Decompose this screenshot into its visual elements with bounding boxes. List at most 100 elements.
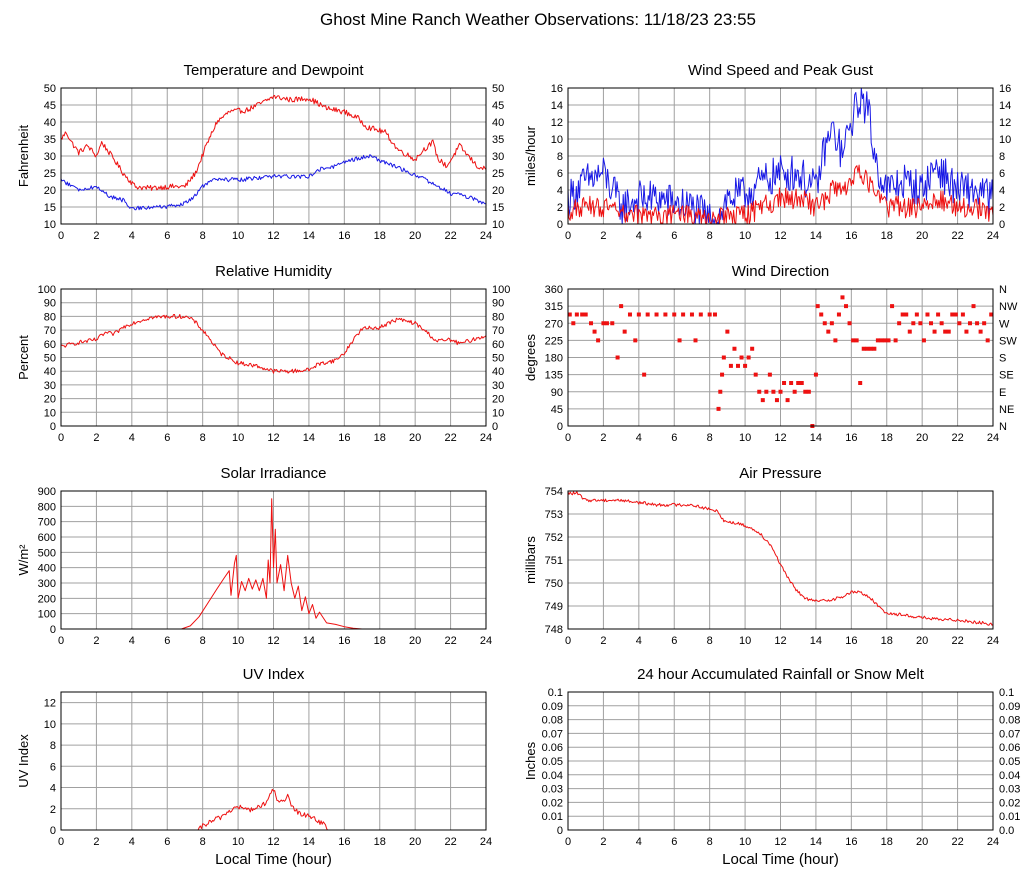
data-point <box>826 329 831 334</box>
y-right-tick-label: 0.0 <box>999 825 1014 837</box>
y-tick-label: 0 <box>50 624 56 636</box>
y-tick-label: 50 <box>44 353 56 365</box>
data-point <box>847 321 852 326</box>
y-tick-label: 0.08 <box>542 715 563 727</box>
x-tick-label: 14 <box>303 432 315 444</box>
x-tick-label: 8 <box>200 432 206 444</box>
x-tick-label: 24 <box>480 432 492 444</box>
data-point <box>868 346 873 351</box>
y-tick-label: 270 <box>545 318 563 330</box>
x-tick-label: 22 <box>444 230 456 242</box>
y-tick-label: 6 <box>557 168 563 180</box>
y-right-tick-label: 12 <box>999 117 1011 129</box>
y-tick-label: 8 <box>557 151 563 163</box>
data-point <box>583 312 588 317</box>
y-tick-label: 6 <box>50 761 56 773</box>
data-point <box>989 312 994 317</box>
data-point <box>622 329 627 334</box>
plot-frame <box>60 288 487 427</box>
y-axis-label: UV Index <box>16 734 31 788</box>
x-tick-label: 6 <box>164 836 170 848</box>
y-tick-label: 25 <box>44 168 56 180</box>
x-tick-label: 16 <box>845 432 857 444</box>
plot-frame <box>567 288 994 427</box>
y-right-tick-label: 25 <box>492 168 504 180</box>
data-point <box>982 321 987 326</box>
y-tick-label: 20 <box>44 185 56 197</box>
x-tick-label: 18 <box>881 432 893 444</box>
x-tick-label: 20 <box>916 635 928 647</box>
y-right-tick-label: 100 <box>492 284 510 296</box>
y-right-tick-label: 8 <box>999 151 1005 163</box>
data-point <box>663 312 668 317</box>
y-axis-label: miles/hour <box>523 125 538 186</box>
y-tick-label: 10 <box>44 719 56 731</box>
y-tick-label: 10 <box>44 219 56 231</box>
y-tick-label: 14 <box>551 100 563 112</box>
y-right-tick-label: 20 <box>492 185 504 197</box>
y-right-tick-label: 0.05 <box>999 756 1020 768</box>
data-point <box>819 312 824 317</box>
data-point <box>716 406 721 411</box>
y-tick-label: 0.01 <box>542 811 563 823</box>
y-right-tick-label: 4 <box>999 185 1005 197</box>
data-point <box>645 312 650 317</box>
x-tick-label: 22 <box>951 230 963 242</box>
y-tick-label: 750 <box>545 578 563 590</box>
plot-frame <box>60 691 487 831</box>
x-tick-label: 4 <box>129 836 135 848</box>
x-tick-label: 24 <box>987 230 999 242</box>
data-point <box>936 312 941 317</box>
y-right-tick-label: 0 <box>492 421 498 433</box>
y-tick-label: 50 <box>44 83 56 95</box>
y-tick-label: 0.02 <box>542 797 563 809</box>
data-point <box>739 355 744 360</box>
data-point <box>720 372 725 377</box>
y-right-tick-label: SW <box>999 335 1017 347</box>
x-tick-label: 6 <box>671 635 677 647</box>
data-point <box>985 338 990 343</box>
data-point <box>872 346 877 351</box>
data-point <box>953 312 958 317</box>
data-point <box>604 321 609 326</box>
y-right-tick-label: 50 <box>492 83 504 95</box>
data-point <box>789 380 794 385</box>
x-tick-label: 14 <box>810 230 822 242</box>
x-tick-label: 12 <box>774 836 786 848</box>
y-right-tick-label: 45 <box>492 100 504 112</box>
data-point <box>654 312 659 317</box>
series-line <box>567 164 994 225</box>
data-point <box>736 363 740 368</box>
data-point <box>939 321 944 326</box>
y-tick-label: 315 <box>545 301 563 313</box>
y-tick-label: 135 <box>545 370 563 382</box>
data-point <box>978 329 983 334</box>
data-point <box>596 338 601 343</box>
y-axis-label: degrees <box>523 334 538 381</box>
data-point <box>946 329 951 334</box>
y-right-tick-label: 0.03 <box>999 784 1020 796</box>
y-tick-label: 2 <box>50 804 56 816</box>
y-tick-label: 0 <box>557 421 563 433</box>
y-tick-label: 0.09 <box>542 701 563 713</box>
data-point <box>886 338 891 343</box>
x-tick-label: 24 <box>480 836 492 848</box>
data-point <box>921 338 926 343</box>
y-right-tick-label: 0.02 <box>999 797 1020 809</box>
x-tick-label: 16 <box>338 836 350 848</box>
x-tick-label: 4 <box>129 635 135 647</box>
data-point <box>642 372 647 377</box>
data-point <box>689 312 694 317</box>
series-line <box>60 154 487 211</box>
y-right-tick-label: NW <box>999 301 1018 313</box>
x-tick-label: 14 <box>810 432 822 444</box>
y-tick-label: 900 <box>38 486 56 498</box>
data-point <box>592 329 597 334</box>
x-tick-label: 20 <box>916 836 928 848</box>
y-tick-label: 752 <box>545 532 563 544</box>
chart-title: Solar Irradiance <box>221 465 327 482</box>
data-point <box>967 321 972 326</box>
x-tick-label: 6 <box>164 432 170 444</box>
